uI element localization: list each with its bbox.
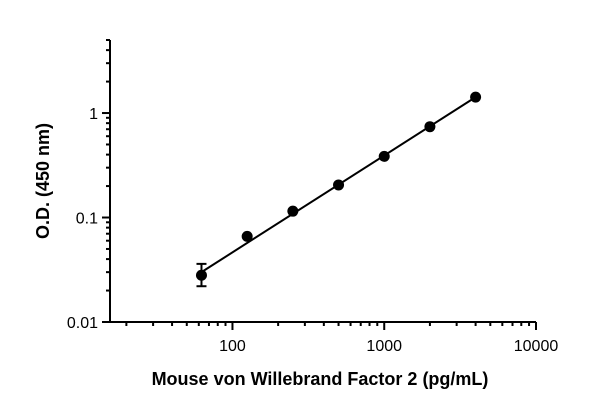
data-point: [470, 91, 482, 103]
axes: 100 1000 10000 0.01 0.1 1: [67, 39, 559, 355]
data-points: [195, 91, 482, 288]
data-point: [424, 121, 436, 133]
y-tick-label: 0.1: [76, 211, 98, 228]
data-point: [378, 150, 390, 162]
data-point: [195, 269, 207, 281]
y-tick-label: 0.01: [67, 315, 98, 332]
data-point: [241, 230, 253, 242]
x-tick-label: 1000: [366, 338, 402, 355]
x-axis-title: Mouse von Willebrand Factor 2 (pg/mL): [152, 369, 489, 389]
x-tick-label: 10000: [514, 338, 559, 355]
data-point: [333, 179, 345, 191]
data-point: [287, 205, 299, 217]
y-axis-title: O.D. (450 nm): [33, 123, 53, 239]
x-tick-label: 100: [219, 338, 246, 355]
y-tick-label: 1: [89, 106, 98, 123]
